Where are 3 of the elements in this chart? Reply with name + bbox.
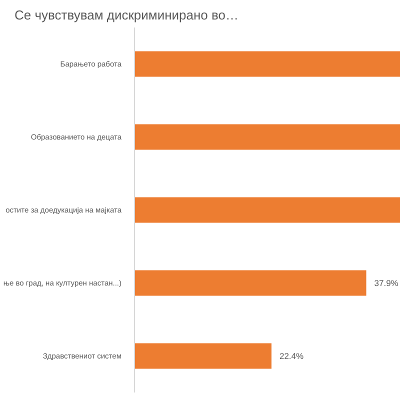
chart-title: Се чувствувам дискриминирано во… — [14, 8, 239, 22]
data-label: 22.4% — [279, 351, 304, 361]
data-label: 37.9% — [374, 278, 399, 288]
